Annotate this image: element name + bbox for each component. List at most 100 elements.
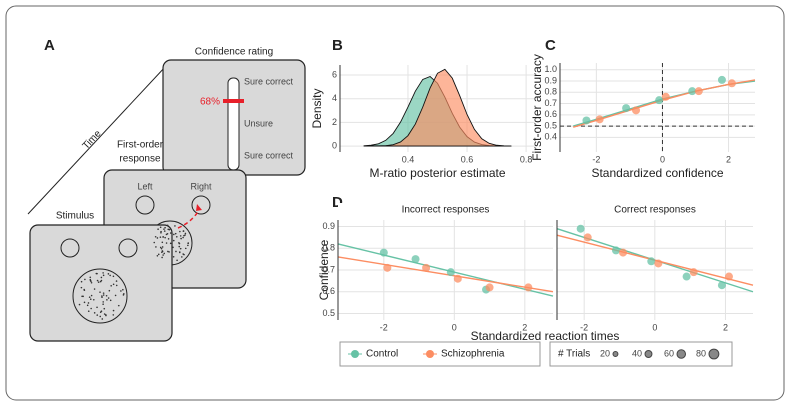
- figure-border: [5, 5, 785, 401]
- x-axis-title: Standardized reaction times: [471, 329, 620, 343]
- point: [411, 255, 420, 264]
- dot: [120, 290, 122, 292]
- size-legend-title: # Trials: [558, 349, 590, 360]
- scale-label: Sure correct: [244, 76, 294, 86]
- dot: [89, 276, 92, 279]
- dot: [89, 278, 92, 281]
- point: [583, 233, 592, 242]
- dot: [168, 228, 171, 231]
- dot: [161, 246, 164, 248]
- dot: [96, 306, 98, 309]
- dot: [90, 294, 93, 297]
- stimulus-title: Stimulus: [56, 211, 94, 222]
- fit-line: [337, 243, 554, 297]
- dot: [163, 230, 166, 232]
- y-tick-label: 0.7: [544, 98, 557, 108]
- facet-strip: [338, 203, 553, 218]
- response-title: response: [119, 154, 161, 165]
- size-legend-label: 80: [696, 348, 706, 358]
- y-tick-label: 0.6: [544, 109, 557, 119]
- size-legend-mark: [644, 350, 653, 358]
- dot: [99, 280, 102, 283]
- point: [655, 96, 664, 105]
- dot: [161, 241, 164, 244]
- dot: [162, 236, 165, 238]
- dot: [159, 236, 162, 238]
- point: [446, 268, 455, 277]
- response-title: First-order: [117, 140, 164, 151]
- dot: [123, 293, 125, 295]
- dot: [187, 242, 189, 245]
- arrow-head: [196, 204, 202, 211]
- scale-label: Unsure: [244, 118, 273, 128]
- dot-cloud: [72, 268, 128, 324]
- dot: [78, 303, 81, 306]
- x-tick-label: -2: [380, 322, 388, 332]
- dot: [101, 295, 103, 297]
- x-axis-title: Standardized confidence: [591, 166, 723, 180]
- dot: [183, 253, 185, 256]
- legend-box: [339, 341, 541, 367]
- dot: [101, 318, 104, 320]
- y-tick-label: 0.5: [544, 120, 557, 130]
- legend-label: Control: [366, 349, 398, 360]
- dot: [105, 294, 108, 297]
- left-target: [135, 195, 155, 215]
- y-tick-label: 4: [332, 93, 337, 103]
- point: [717, 281, 726, 290]
- dot: [155, 246, 157, 248]
- dot: [90, 281, 93, 284]
- x-tick-label: 0.8: [520, 154, 533, 164]
- dot: [112, 275, 115, 278]
- point: [632, 106, 641, 115]
- confidence-title: Confidence rating: [195, 47, 273, 58]
- dot: [112, 309, 115, 312]
- y-tick-label: 0.8: [322, 243, 335, 253]
- point: [422, 263, 431, 272]
- dot: [168, 251, 170, 253]
- dot: [107, 297, 110, 299]
- dot: [117, 304, 120, 307]
- dot: [159, 246, 162, 249]
- dot: [154, 235, 157, 238]
- dot: [82, 295, 84, 298]
- dot: [80, 280, 83, 283]
- y-tick-label: 0.4: [544, 132, 557, 142]
- point: [724, 272, 733, 281]
- point: [622, 104, 631, 113]
- dot: [162, 254, 164, 256]
- dot: [166, 224, 169, 227]
- dot: [165, 242, 168, 244]
- size-legend-box: [549, 341, 733, 367]
- dot: [99, 311, 102, 313]
- dot: [179, 247, 182, 250]
- size-legend-label: 40: [632, 348, 642, 358]
- fit-line: [337, 256, 554, 293]
- facet-strip: [557, 203, 753, 218]
- point: [611, 246, 620, 255]
- y-axis-title: Confidence: [317, 239, 331, 300]
- dot: [102, 303, 104, 305]
- dot: [178, 242, 181, 245]
- legend-label: Schizophrenia: [441, 349, 505, 360]
- x-tick-label: 0: [452, 322, 457, 332]
- dot: [109, 274, 111, 277]
- point: [694, 87, 703, 96]
- dot: [159, 226, 162, 229]
- dot: [89, 298, 92, 301]
- size-legend-mark: [612, 351, 619, 357]
- x-tick-label: -2: [580, 322, 588, 332]
- y-tick-label: 0.9: [544, 75, 557, 85]
- x-tick-label: 0: [660, 154, 665, 164]
- dot: [102, 272, 104, 274]
- dot: [157, 253, 160, 256]
- dot: [167, 250, 169, 253]
- point: [524, 283, 533, 292]
- size-legend-label: 60: [664, 348, 674, 358]
- dot: [160, 247, 163, 250]
- x-tick-label: 2: [723, 322, 728, 332]
- dot: [174, 225, 176, 227]
- panel-label: B: [332, 37, 343, 54]
- dot: [165, 233, 168, 236]
